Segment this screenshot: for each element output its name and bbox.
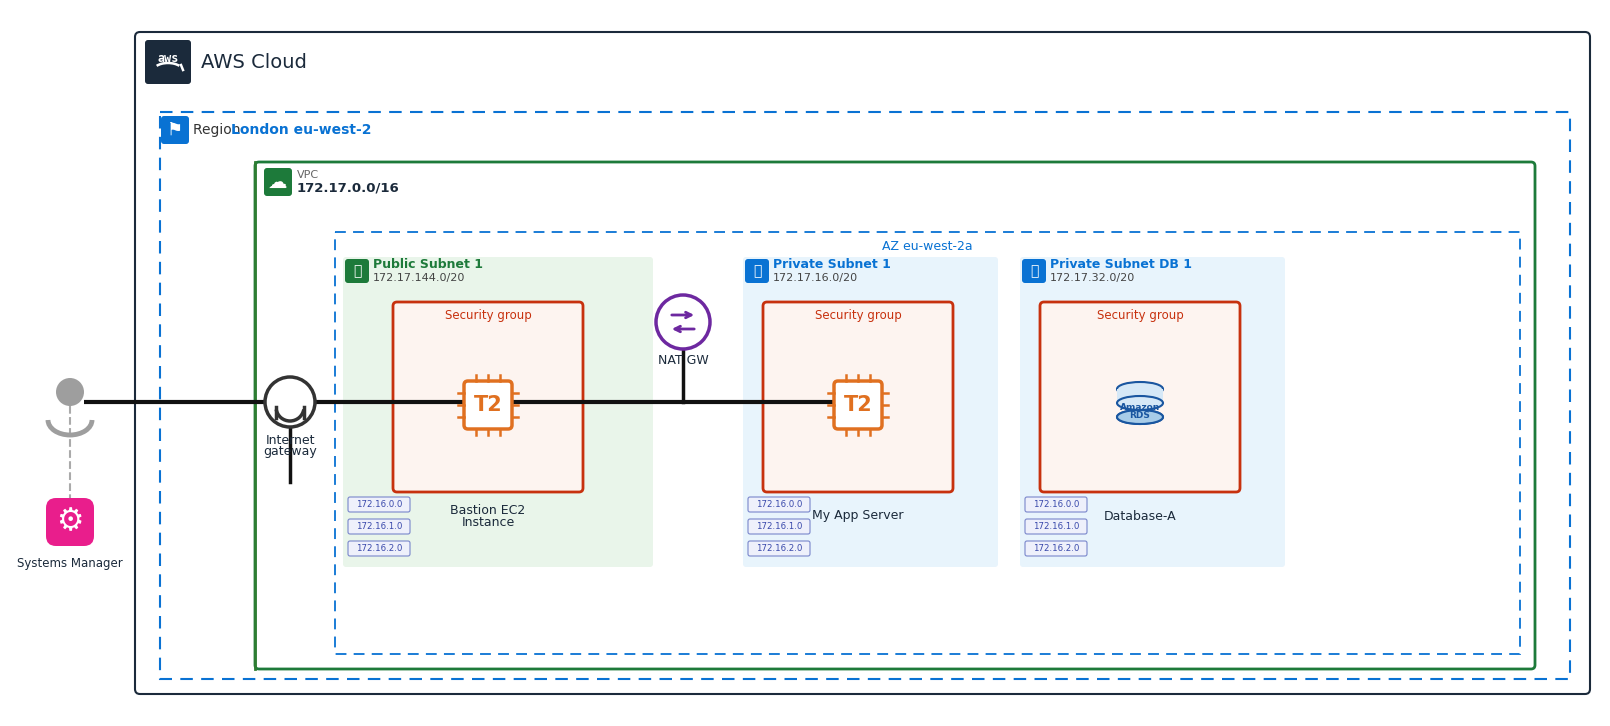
Text: aws: aws <box>158 52 179 65</box>
Ellipse shape <box>1117 396 1162 410</box>
FancyBboxPatch shape <box>161 116 188 144</box>
Text: Bastion EC2: Bastion EC2 <box>451 504 525 516</box>
Text: 172.16.0.0: 172.16.0.0 <box>1032 500 1079 509</box>
Text: Internet: Internet <box>266 433 314 446</box>
Text: Security group: Security group <box>1096 309 1183 322</box>
FancyBboxPatch shape <box>135 32 1591 694</box>
FancyBboxPatch shape <box>763 302 953 492</box>
FancyBboxPatch shape <box>343 257 654 567</box>
Text: 172.16.0.0: 172.16.0.0 <box>755 500 802 509</box>
FancyBboxPatch shape <box>834 381 882 429</box>
Text: 172.16.1.0: 172.16.1.0 <box>356 522 402 531</box>
FancyBboxPatch shape <box>1022 259 1046 283</box>
Text: Amazon: Amazon <box>1121 402 1161 412</box>
Text: Security group: Security group <box>444 309 531 322</box>
Text: Region: Region <box>193 123 245 137</box>
Text: ⚑: ⚑ <box>167 121 184 139</box>
Text: ☁: ☁ <box>269 173 288 192</box>
Text: NAT GW: NAT GW <box>657 354 708 367</box>
FancyBboxPatch shape <box>464 381 512 429</box>
FancyBboxPatch shape <box>254 162 1534 669</box>
FancyBboxPatch shape <box>1026 497 1087 512</box>
FancyBboxPatch shape <box>145 40 192 84</box>
FancyBboxPatch shape <box>348 541 411 556</box>
Text: 🔒: 🔒 <box>353 264 361 278</box>
Text: My App Server: My App Server <box>813 510 903 523</box>
FancyBboxPatch shape <box>1040 302 1240 492</box>
FancyBboxPatch shape <box>47 498 93 546</box>
FancyBboxPatch shape <box>393 302 583 492</box>
Text: 172.17.32.0/20: 172.17.32.0/20 <box>1050 273 1135 283</box>
Ellipse shape <box>1117 382 1162 396</box>
FancyBboxPatch shape <box>749 519 810 534</box>
Text: 172.16.2.0: 172.16.2.0 <box>356 544 402 553</box>
FancyBboxPatch shape <box>749 497 810 512</box>
FancyBboxPatch shape <box>745 259 770 283</box>
Bar <box>159 112 1570 679</box>
Text: Public Subnet 1: Public Subnet 1 <box>374 258 483 272</box>
Text: 172.16.1.0: 172.16.1.0 <box>1032 522 1079 531</box>
Text: Security group: Security group <box>815 309 902 322</box>
Text: 172.16.1.0: 172.16.1.0 <box>755 522 802 531</box>
Text: AWS Cloud: AWS Cloud <box>201 52 308 71</box>
Text: 172.16.2.0: 172.16.2.0 <box>755 544 802 553</box>
Text: RDS: RDS <box>1130 412 1151 420</box>
Text: gateway: gateway <box>262 446 317 459</box>
Text: T2: T2 <box>844 395 873 415</box>
Text: 172.16.2.0: 172.16.2.0 <box>1032 544 1079 553</box>
Text: Database-A: Database-A <box>1104 510 1177 523</box>
Ellipse shape <box>1117 410 1162 424</box>
Text: 172.17.144.0/20: 172.17.144.0/20 <box>374 273 465 283</box>
Bar <box>1117 389 1162 403</box>
FancyBboxPatch shape <box>1021 257 1285 567</box>
FancyBboxPatch shape <box>348 497 411 512</box>
Text: 172.17.16.0/20: 172.17.16.0/20 <box>773 273 858 283</box>
Circle shape <box>655 295 710 349</box>
Bar <box>335 232 1520 654</box>
Text: ⚙: ⚙ <box>56 507 84 537</box>
Text: 🔒: 🔒 <box>753 264 762 278</box>
FancyBboxPatch shape <box>742 257 998 567</box>
Text: AZ eu-west-2a: AZ eu-west-2a <box>882 240 972 253</box>
Text: 🔒: 🔒 <box>1030 264 1038 278</box>
FancyBboxPatch shape <box>348 519 411 534</box>
Circle shape <box>56 378 84 406</box>
Text: Systems Manager: Systems Manager <box>18 558 122 571</box>
Text: VPC: VPC <box>296 170 319 180</box>
FancyBboxPatch shape <box>264 168 291 196</box>
FancyBboxPatch shape <box>345 259 369 283</box>
FancyBboxPatch shape <box>1026 541 1087 556</box>
Text: T2: T2 <box>473 395 502 415</box>
Text: 172.17.0.0/16: 172.17.0.0/16 <box>296 182 399 195</box>
FancyBboxPatch shape <box>749 541 810 556</box>
FancyBboxPatch shape <box>1026 519 1087 534</box>
Text: 172.16.0.0: 172.16.0.0 <box>356 500 402 509</box>
Text: Private Subnet DB 1: Private Subnet DB 1 <box>1050 258 1191 272</box>
Circle shape <box>266 377 316 427</box>
Ellipse shape <box>1117 410 1162 424</box>
Text: London eu-west-2: London eu-west-2 <box>230 123 372 137</box>
Text: Private Subnet 1: Private Subnet 1 <box>773 258 890 272</box>
Text: Instance: Instance <box>462 515 515 529</box>
